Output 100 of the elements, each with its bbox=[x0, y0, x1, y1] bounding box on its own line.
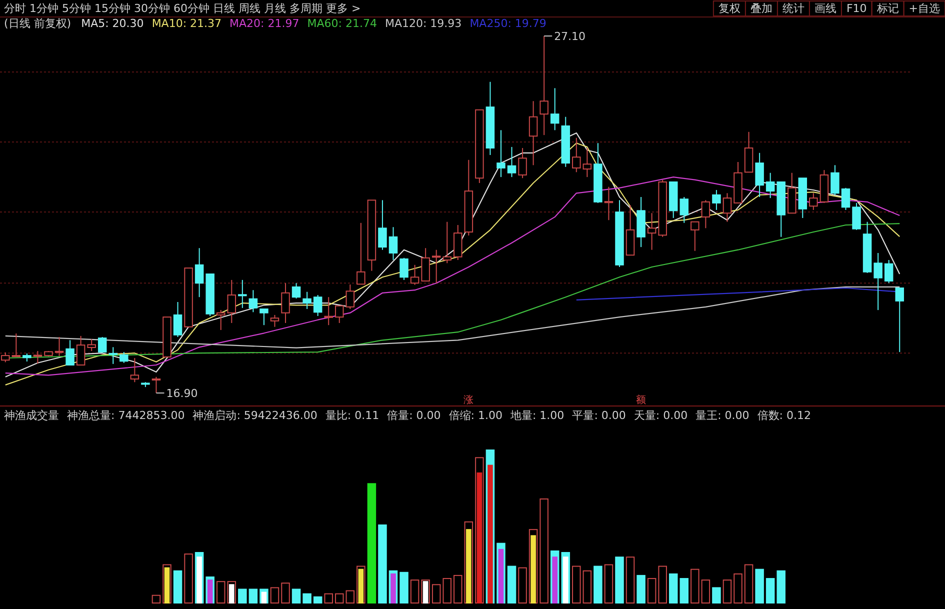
bar bbox=[270, 587, 280, 604]
candlestick bbox=[400, 257, 408, 280]
candlestick bbox=[841, 187, 850, 210]
x-tick-label: 额 bbox=[636, 394, 646, 406]
bar bbox=[734, 573, 742, 604]
candlestick bbox=[227, 279, 236, 324]
bar bbox=[722, 580, 732, 604]
candlestick bbox=[518, 148, 527, 179]
bar bbox=[152, 594, 161, 604]
text: 倍数: 0.12 bbox=[757, 409, 811, 422]
bar bbox=[701, 580, 710, 604]
bar bbox=[540, 498, 548, 604]
text: 倍量: 0.00 bbox=[387, 409, 441, 422]
text: MA5: 20.30 bbox=[81, 17, 144, 30]
text: 标记 bbox=[876, 2, 899, 15]
bar bbox=[378, 524, 387, 604]
text: 复权 bbox=[718, 2, 740, 15]
text: +自选 bbox=[908, 2, 940, 15]
chart-subtitle: 分时 1分钟 5分钟 15分钟 30分钟 60分钟 日线 周线 月线 多周期 更多 > bbox=[4, 2, 361, 15]
candlestick bbox=[76, 335, 86, 366]
candlestick bbox=[690, 221, 700, 252]
candlestick bbox=[410, 264, 420, 286]
candlestick bbox=[108, 346, 118, 364]
candlestick bbox=[152, 376, 161, 394]
candlestick bbox=[173, 302, 182, 338]
bar bbox=[238, 588, 247, 604]
candlestick bbox=[421, 248, 430, 282]
candlestick bbox=[884, 260, 894, 284]
bar bbox=[292, 588, 301, 604]
candlestick bbox=[1, 352, 10, 363]
text: F10 bbox=[846, 2, 867, 15]
bar bbox=[248, 588, 258, 604]
candlestick bbox=[54, 336, 64, 356]
bar bbox=[184, 554, 193, 604]
candlestick bbox=[194, 248, 204, 298]
candlestick bbox=[550, 88, 560, 131]
bar bbox=[690, 568, 700, 604]
candlestick bbox=[766, 172, 775, 199]
candlestick bbox=[454, 224, 462, 260]
bar bbox=[454, 574, 462, 604]
bar bbox=[476, 472, 482, 604]
bar bbox=[313, 596, 322, 604]
bar bbox=[647, 578, 656, 604]
text: 叠加 bbox=[750, 2, 772, 15]
bar bbox=[410, 580, 420, 604]
bar bbox=[594, 566, 602, 604]
bar bbox=[488, 464, 493, 604]
text: 神渔启动: 59422436.00 bbox=[192, 409, 318, 422]
x-tick-label: 涨 bbox=[464, 394, 474, 406]
bar bbox=[776, 570, 786, 604]
bar bbox=[281, 582, 290, 604]
candlestick bbox=[378, 200, 387, 250]
text: 地量: 1.00 bbox=[509, 409, 564, 422]
bar bbox=[766, 578, 775, 604]
candlestick bbox=[540, 36, 548, 136]
candlestick bbox=[874, 252, 882, 311]
candlestick bbox=[324, 296, 333, 326]
candlestick bbox=[313, 294, 322, 316]
bar bbox=[302, 593, 312, 604]
candlestick bbox=[238, 279, 247, 308]
text: 神渔总量: 7442853.00 bbox=[67, 409, 185, 422]
bar bbox=[442, 578, 452, 604]
bar bbox=[680, 578, 689, 604]
candlestick bbox=[281, 282, 290, 324]
candlestick bbox=[680, 196, 689, 224]
bar bbox=[367, 483, 376, 604]
text: 统计 bbox=[782, 2, 804, 15]
candlestick bbox=[809, 192, 818, 210]
bar bbox=[173, 570, 182, 604]
text: 画线 bbox=[814, 2, 836, 15]
candlestick bbox=[604, 186, 614, 221]
bar bbox=[346, 590, 355, 604]
chart-title: (日线 前复权) bbox=[4, 17, 72, 30]
candlestick bbox=[66, 340, 74, 366]
bar bbox=[712, 587, 721, 604]
bar bbox=[636, 574, 646, 604]
bar bbox=[615, 556, 624, 604]
candlestick bbox=[647, 212, 656, 250]
bar bbox=[582, 570, 592, 604]
bar bbox=[432, 584, 441, 604]
candlestick bbox=[432, 249, 441, 284]
candlestick bbox=[356, 222, 366, 285]
candlestick bbox=[722, 192, 732, 222]
candlestick bbox=[572, 137, 581, 173]
text: MA10: 21.37 bbox=[152, 17, 222, 30]
candlestick bbox=[260, 308, 268, 326]
candlestick bbox=[701, 200, 710, 229]
candlestick bbox=[292, 282, 301, 299]
text: 天量: 0.00 bbox=[634, 409, 688, 422]
chart-title: 神渔成交量 bbox=[4, 409, 59, 422]
candlestick bbox=[87, 338, 96, 352]
candlestick bbox=[507, 146, 516, 178]
candlestick bbox=[582, 148, 592, 178]
text: 量比: 0.11 bbox=[325, 409, 380, 422]
text: MA120: 19.93 bbox=[384, 17, 462, 30]
candlestick bbox=[302, 291, 312, 310]
candlestick bbox=[528, 100, 538, 166]
bar bbox=[324, 593, 333, 604]
candlestick bbox=[755, 152, 764, 198]
bar bbox=[755, 568, 764, 604]
